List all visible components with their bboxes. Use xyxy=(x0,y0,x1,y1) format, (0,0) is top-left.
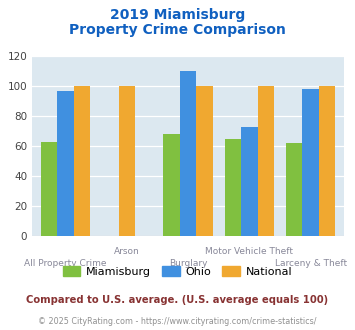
Legend: Miamisburg, Ohio, National: Miamisburg, Ohio, National xyxy=(58,261,297,281)
Bar xyxy=(74,86,91,236)
Text: © 2025 CityRating.com - https://www.cityrating.com/crime-statistics/: © 2025 CityRating.com - https://www.city… xyxy=(38,317,317,326)
Text: 2019 Miamisburg: 2019 Miamisburg xyxy=(110,8,245,22)
Text: Compared to U.S. average. (U.S. average equals 100): Compared to U.S. average. (U.S. average … xyxy=(26,295,329,305)
Text: Larceny & Theft: Larceny & Theft xyxy=(275,259,347,268)
Text: All Property Crime: All Property Crime xyxy=(24,259,107,268)
Bar xyxy=(119,86,135,236)
Bar xyxy=(196,86,213,236)
Bar xyxy=(180,71,196,236)
Text: Arson: Arson xyxy=(114,247,140,256)
Text: Burglary: Burglary xyxy=(169,259,207,268)
Text: Property Crime Comparison: Property Crime Comparison xyxy=(69,23,286,37)
Bar xyxy=(58,90,74,236)
Bar xyxy=(319,86,335,236)
Bar xyxy=(225,139,241,236)
Bar xyxy=(302,89,319,236)
Bar xyxy=(241,126,258,236)
Bar xyxy=(258,86,274,236)
Bar xyxy=(41,142,58,236)
Bar xyxy=(286,143,302,236)
Text: Motor Vehicle Theft: Motor Vehicle Theft xyxy=(206,247,293,256)
Bar xyxy=(163,134,180,236)
